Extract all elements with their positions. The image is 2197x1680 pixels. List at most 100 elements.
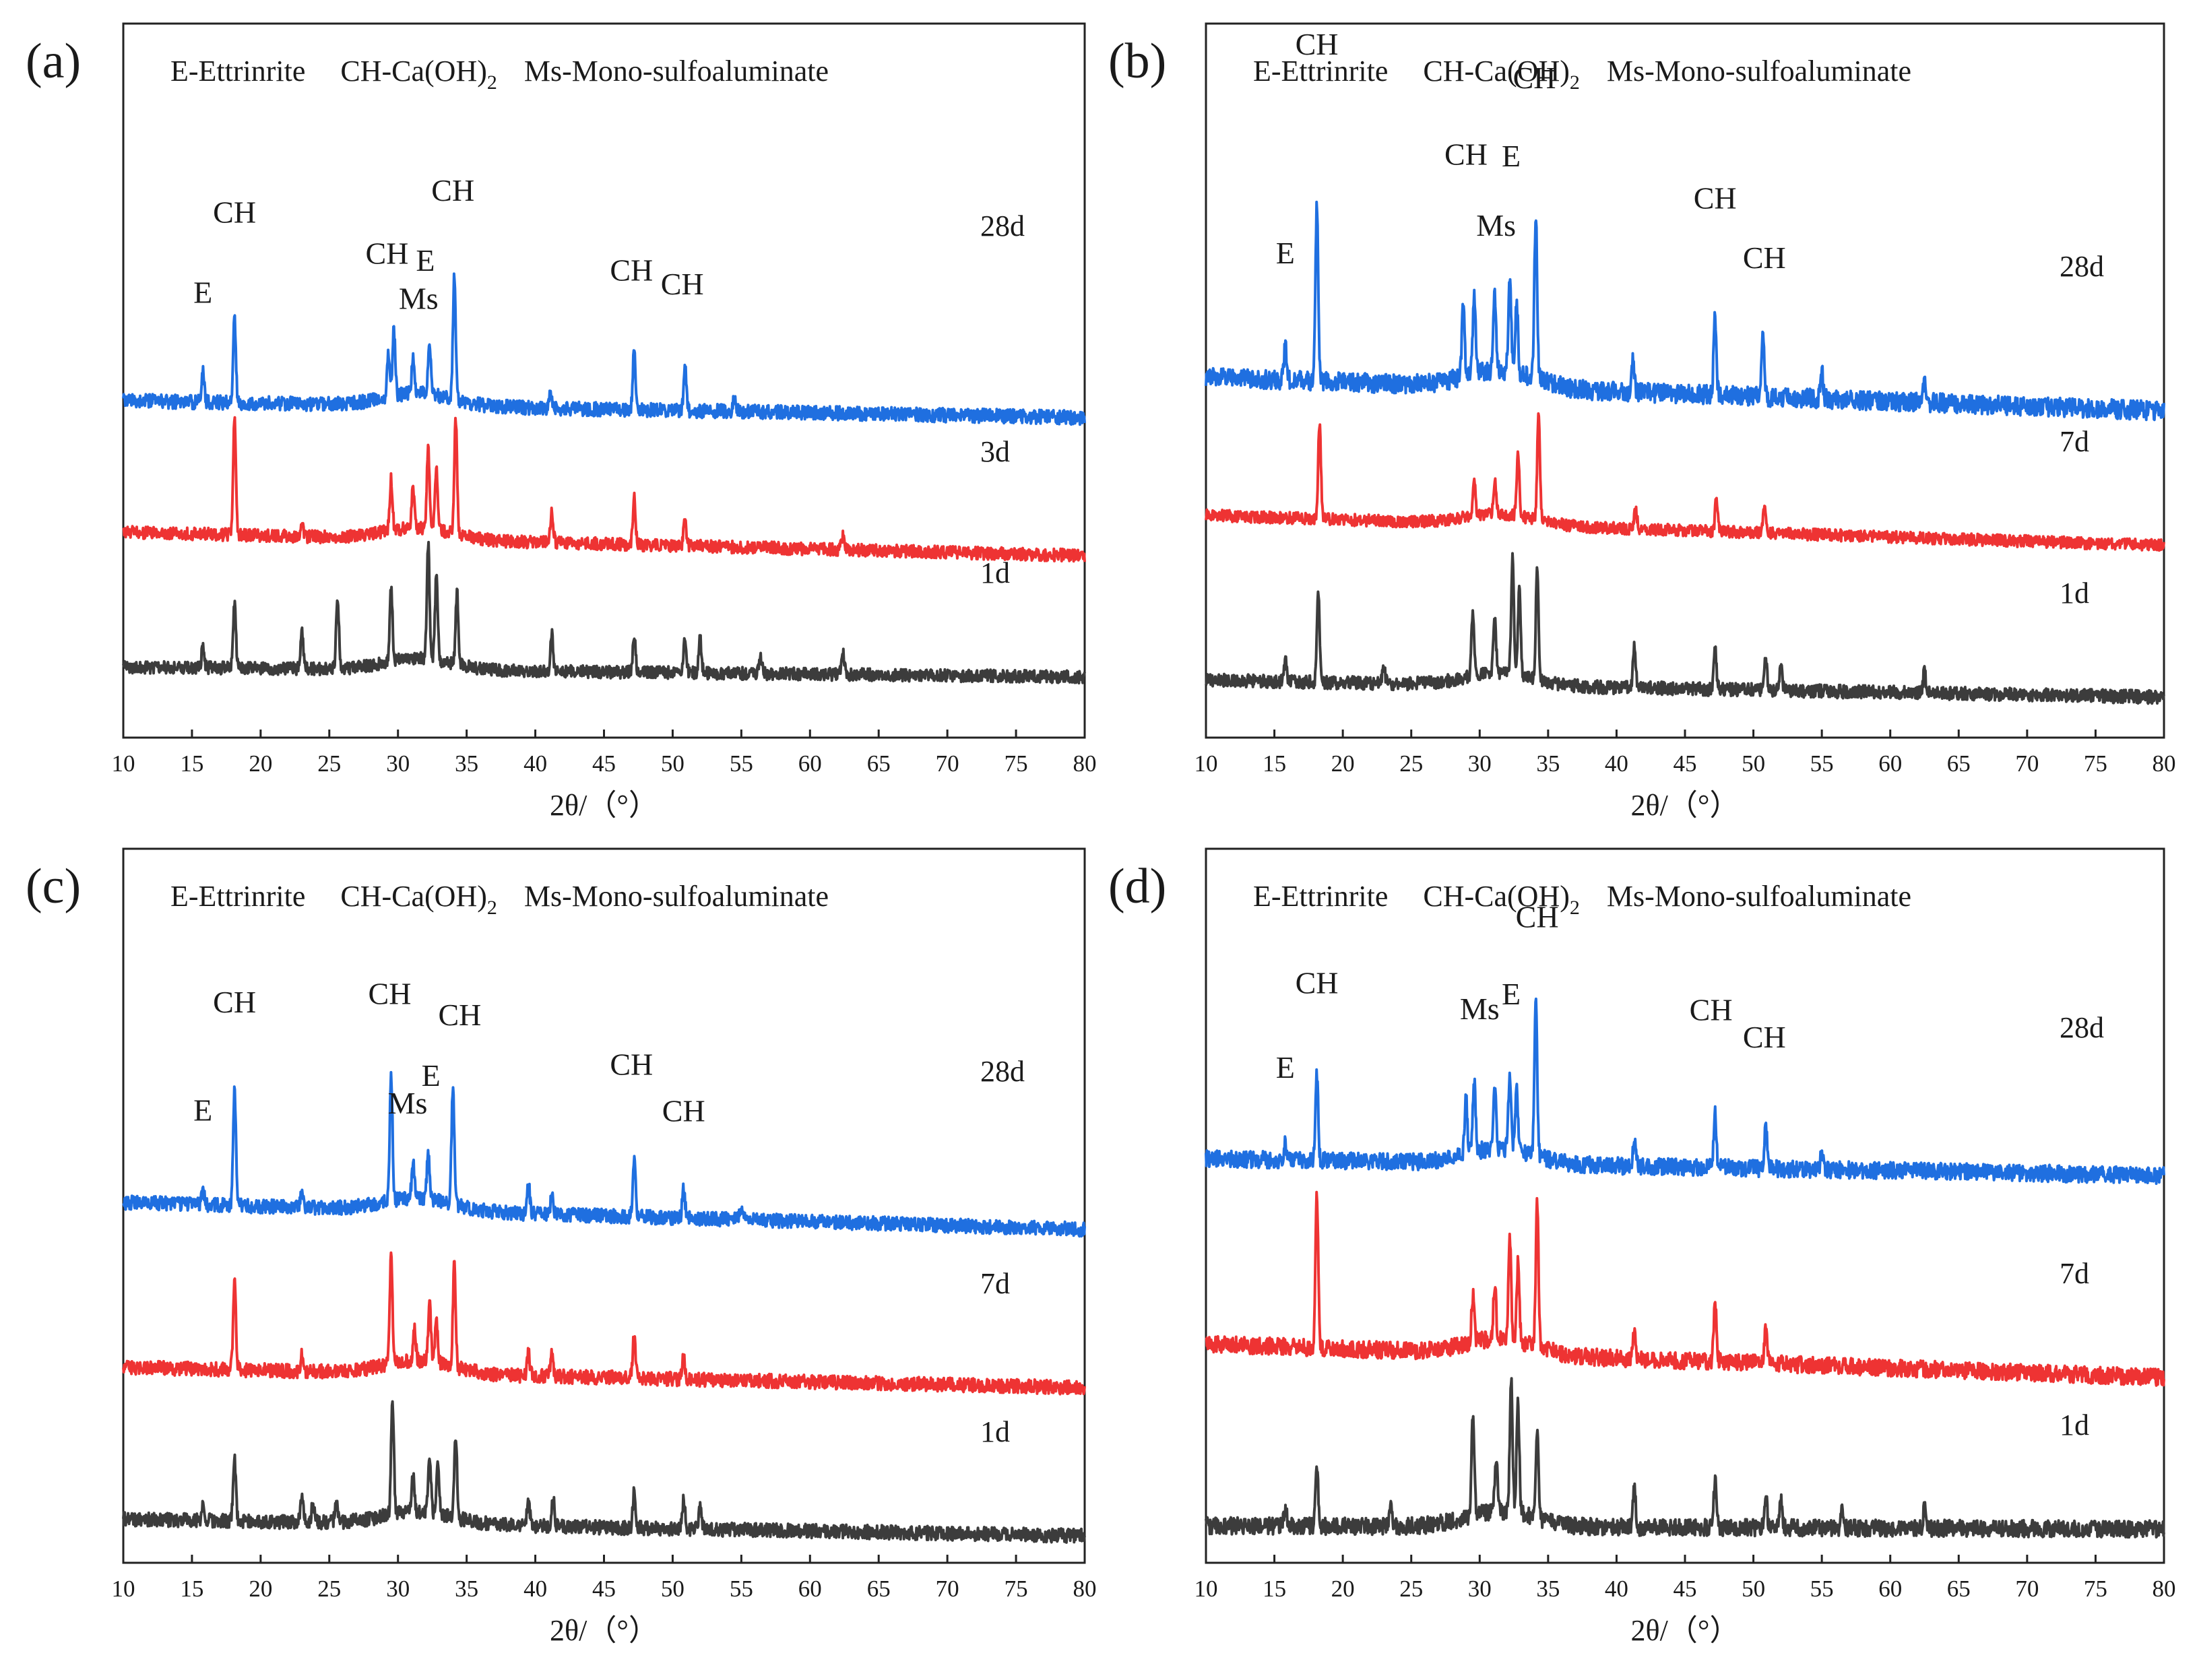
x-tick-label: 75 bbox=[2084, 750, 2107, 777]
x-tick-label: 60 bbox=[1878, 750, 1902, 777]
x-tick-label: 75 bbox=[2084, 1576, 2107, 1602]
legend-ettringite: E-Ettrinrite bbox=[1253, 55, 1388, 88]
x-tick-label: 45 bbox=[592, 1576, 616, 1602]
legend-mono: Ms-Mono-sulfoaluminate bbox=[524, 880, 829, 913]
legend-mono: Ms-Mono-sulfoaluminate bbox=[1607, 55, 1911, 88]
xrd-trace-7d bbox=[122, 416, 1086, 563]
x-tick-label: 15 bbox=[180, 1576, 203, 1602]
x-tick-label: 70 bbox=[2015, 1576, 2039, 1602]
x-tick-label: 40 bbox=[523, 1576, 547, 1602]
x-tick-label: 55 bbox=[730, 750, 753, 777]
peak-label: E bbox=[1276, 1050, 1295, 1085]
age-label-28d: 28d bbox=[980, 1055, 1025, 1088]
xrd-trace-1d bbox=[122, 1400, 1086, 1544]
x-tick-label: 15 bbox=[180, 750, 203, 777]
age-label-7d: 7d bbox=[2060, 425, 2089, 458]
x-tick-label: 20 bbox=[1331, 1576, 1355, 1602]
legend-mono: Ms-Mono-sulfoaluminate bbox=[1607, 880, 1911, 913]
panel-tag: (b) bbox=[1108, 34, 1166, 89]
x-tick-label: 10 bbox=[112, 750, 135, 777]
peak-label: CH bbox=[1516, 900, 1559, 934]
age-label-28d: 28d bbox=[2060, 1011, 2104, 1044]
age-label-1d: 1d bbox=[2060, 1409, 2089, 1442]
x-tick-label: 65 bbox=[1947, 1576, 1971, 1602]
peak-label: CH bbox=[431, 173, 474, 207]
legend-ch: CH-Ca(OH) bbox=[1423, 55, 1570, 88]
x-tick-label: 70 bbox=[936, 1576, 959, 1602]
xrd-trace-1d bbox=[1205, 552, 2165, 705]
x-tick-label: 25 bbox=[1399, 750, 1423, 777]
xrd-trace-7d bbox=[122, 1251, 1086, 1396]
peak-label: CH bbox=[1743, 240, 1786, 275]
peak-label: E bbox=[193, 1093, 212, 1127]
x-axis-label: 2θ/（°） bbox=[550, 1614, 658, 1647]
x-tick-label: 75 bbox=[1005, 1576, 1028, 1602]
peak-label: E bbox=[1276, 236, 1295, 270]
panel-3: (c) E-Ettrinrite CH-Ca(OH)2 Ms-Mono-sulfoal… bbox=[26, 847, 1097, 1647]
x-tick-label: 50 bbox=[661, 750, 684, 777]
legend-ch: CH-Ca(OH) bbox=[1423, 880, 1570, 913]
x-tick-label: 15 bbox=[1263, 1576, 1286, 1602]
x-tick-label: 55 bbox=[1810, 1576, 1834, 1602]
x-tick-label: 25 bbox=[1399, 1576, 1423, 1602]
x-tick-label: 35 bbox=[1536, 750, 1560, 777]
peak-label: CH bbox=[213, 195, 256, 229]
x-tick-label: 75 bbox=[1005, 750, 1028, 777]
peak-label: CH bbox=[1694, 181, 1737, 216]
peak-label: CH bbox=[1296, 27, 1339, 61]
x-axis-label: 2θ/（°） bbox=[1631, 1614, 1740, 1647]
age-label-28d: 28d bbox=[980, 209, 1025, 243]
x-tick-label: 50 bbox=[1742, 750, 1765, 777]
x-tick-label: 45 bbox=[592, 750, 616, 777]
x-tick-label: 65 bbox=[867, 750, 891, 777]
x-tick-label: 50 bbox=[661, 1576, 684, 1602]
legend-ettringite: E-Ettrinrite bbox=[170, 880, 305, 913]
peak-label: Ms bbox=[388, 1086, 428, 1120]
x-tick-label: 10 bbox=[112, 1576, 135, 1602]
legend-mono: Ms-Mono-sulfoaluminate bbox=[524, 55, 829, 88]
x-tick-label: 10 bbox=[1195, 750, 1218, 777]
peak-label: E bbox=[1502, 139, 1521, 173]
x-tick-label: 40 bbox=[1605, 1576, 1628, 1602]
peak-label: CH bbox=[661, 267, 704, 301]
peak-label: CH bbox=[365, 236, 408, 270]
peak-label: CH bbox=[213, 985, 256, 1019]
age-label-1d: 1d bbox=[2060, 577, 2089, 610]
x-tick-label: 50 bbox=[1742, 1576, 1765, 1602]
xrd-trace-28d bbox=[122, 1070, 1086, 1238]
x-tick-label: 80 bbox=[1073, 750, 1097, 777]
x-tick-label: 30 bbox=[1468, 1576, 1492, 1602]
peak-label: E bbox=[422, 1058, 441, 1093]
legend-line: E-Ettrinrite CH-Ca(OH)2 Ms-Mono-sulfoalumi… bbox=[1253, 55, 1911, 94]
panel-4: (d) E-Ettrinrite CH-Ca(OH)2 Ms-Mono-sulfoal… bbox=[1108, 847, 2176, 1647]
x-tick-label: 20 bbox=[249, 1576, 272, 1602]
age-label-7d: 7d bbox=[2060, 1257, 2089, 1290]
x-tick-label: 80 bbox=[2153, 750, 2176, 777]
age-label-1d: 1d bbox=[980, 556, 1010, 589]
panel-2: (b) E-Ettrinrite CH-Ca(OH)2 Ms-Mono-sulfoal… bbox=[1108, 22, 2176, 822]
x-tick-label: 35 bbox=[1536, 1576, 1560, 1602]
panel-tag: (d) bbox=[1108, 859, 1166, 914]
x-tick-label: 55 bbox=[730, 1576, 753, 1602]
xrd-trace-1d bbox=[122, 540, 1086, 685]
peak-label: Ms bbox=[1460, 992, 1500, 1026]
x-axis-label: 2θ/（°） bbox=[1631, 789, 1740, 822]
legend-ch: CH-Ca(OH) bbox=[340, 880, 487, 913]
x-axis-label: 2θ/（°） bbox=[550, 789, 658, 822]
x-tick-label: 60 bbox=[1878, 1576, 1902, 1602]
peak-label: CH bbox=[1513, 61, 1556, 95]
peak-label: CH bbox=[1743, 1020, 1786, 1054]
x-tick-label: 70 bbox=[936, 750, 959, 777]
x-tick-label: 45 bbox=[1674, 750, 1697, 777]
age-label-1d: 1d bbox=[980, 1415, 1010, 1448]
legend-ch: CH-Ca(OH) bbox=[340, 55, 487, 88]
xrd-trace-28d bbox=[1205, 997, 2165, 1186]
x-tick-label: 15 bbox=[1263, 750, 1286, 777]
peak-label: CH bbox=[1690, 993, 1733, 1027]
x-tick-label: 55 bbox=[1810, 750, 1834, 777]
age-label-7d: 7d bbox=[980, 1267, 1010, 1300]
x-tick-label: 70 bbox=[2015, 750, 2039, 777]
legend-line: E-Ettrinrite CH-Ca(OH)2 Ms-Mono-sulfoalumi… bbox=[1253, 880, 1911, 919]
